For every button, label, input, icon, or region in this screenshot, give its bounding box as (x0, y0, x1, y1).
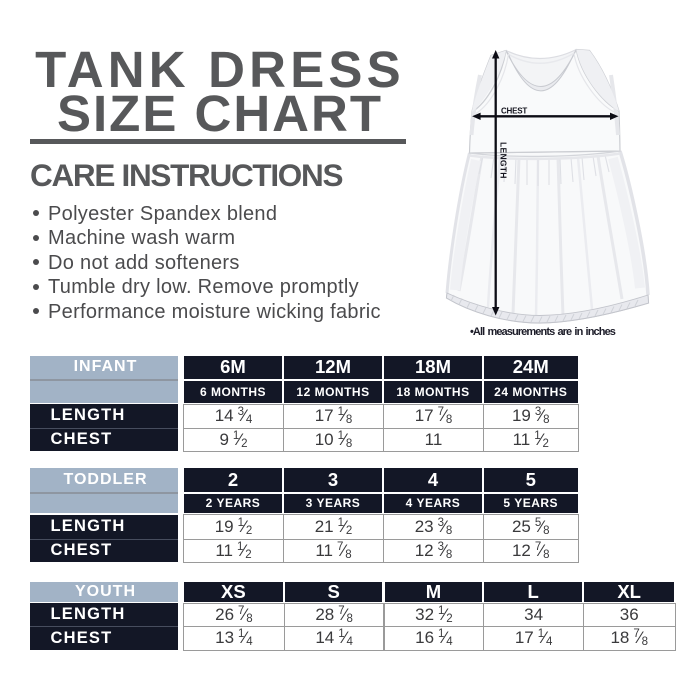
svg-text:CHEST: CHEST (501, 106, 527, 115)
svg-text:LENGTH: LENGTH (499, 142, 509, 179)
